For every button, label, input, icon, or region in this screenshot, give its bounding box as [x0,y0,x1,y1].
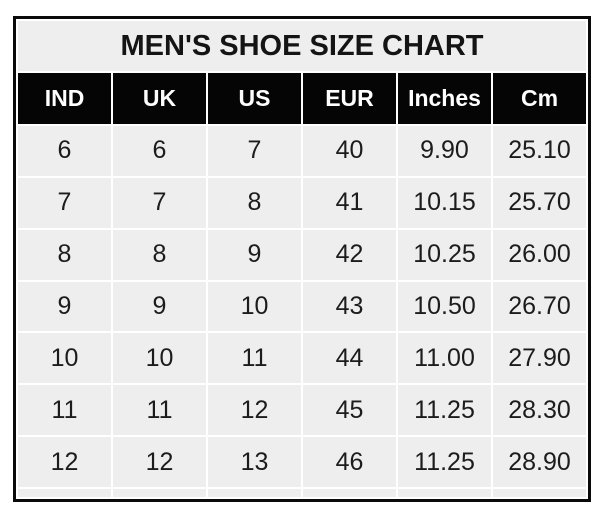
table-cell: 11.25 [398,385,491,436]
table-cell: 7 [208,126,301,176]
table-cell: 12 [18,437,111,488]
table-cell: 10.25 [398,229,491,280]
table-body: 6 6 7 40 9.90 25.10 7 7 8 41 10.15 25.70 8 8 9 42 10.25 2… [18,126,586,488]
table-cell: 11.25 [398,437,491,488]
header-cell-ind: IND [18,73,111,124]
table-cell: 44 [303,333,396,384]
header-cell-inches: Inches [398,73,491,124]
table-cell: 41 [303,177,396,228]
table-cell: 46 [303,437,396,488]
table-cell: 11 [113,385,206,436]
empty-strip-cell [493,489,586,497]
table-cell: 11 [208,333,301,384]
header-row: IND UK US EUR Inches Cm [18,73,586,124]
table-cell: 43 [303,281,396,332]
table-cell: 10.15 [398,177,491,228]
empty-strip-cell [208,489,301,497]
empty-strip-cell [113,489,206,497]
header-cell-eur: EUR [303,73,396,124]
table-row: 10 10 11 44 11.00 27.90 [18,333,586,384]
table-cell: 11.00 [398,333,491,384]
header-cell-cm: Cm [493,73,586,124]
table-cell: 10 [18,333,111,384]
table-cell: 6 [18,126,111,176]
table-cell: 13 [208,437,301,488]
table-cell: 9 [18,281,111,332]
table-cell: 8 [18,229,111,280]
table-row: 8 8 9 42 10.25 26.00 [18,229,586,280]
table-cell: 12 [208,385,301,436]
table-row: 12 12 13 46 11.25 28.90 [18,437,586,488]
empty-strip-cell [398,489,491,497]
chart-title: MEN'S SHOE SIZE CHART [18,21,586,71]
table-cell: 8 [208,177,301,228]
table-cell: 28.90 [493,437,586,488]
header-cell-us: US [208,73,301,124]
table-cell: 27.90 [493,333,586,384]
table-cell: 11 [18,385,111,436]
table-cell: 10 [208,281,301,332]
table-cell: 12 [113,437,206,488]
empty-strip-cell [18,489,111,497]
table-cell: 10.50 [398,281,491,332]
table-row: 6 6 7 40 9.90 25.10 [18,126,586,176]
table-cell: 26.00 [493,229,586,280]
table-cell: 25.10 [493,126,586,176]
table-cell: 9.90 [398,126,491,176]
table-row: 7 7 8 41 10.15 25.70 [18,177,586,228]
table-cell: 25.70 [493,177,586,228]
header-cell-uk: UK [113,73,206,124]
table-cell: 10 [113,333,206,384]
table-cell: 42 [303,229,396,280]
table-cell: 9 [208,229,301,280]
table-row: 11 11 12 45 11.25 28.30 [18,385,586,436]
table-cell: 45 [303,385,396,436]
table-cell: 26.70 [493,281,586,332]
empty-strip-cell [303,489,396,497]
table-cell: 8 [113,229,206,280]
table-cell: 9 [113,281,206,332]
table-cell: 40 [303,126,396,176]
table-cell: 7 [18,177,111,228]
size-chart-table: MEN'S SHOE SIZE CHART IND UK US EUR Inches Cm… [13,16,591,502]
table-cell: 28.30 [493,385,586,436]
table-row: 9 9 10 43 10.50 26.70 [18,281,586,332]
table-cell: 7 [113,177,206,228]
bottom-strip [18,489,586,497]
table-cell: 6 [113,126,206,176]
